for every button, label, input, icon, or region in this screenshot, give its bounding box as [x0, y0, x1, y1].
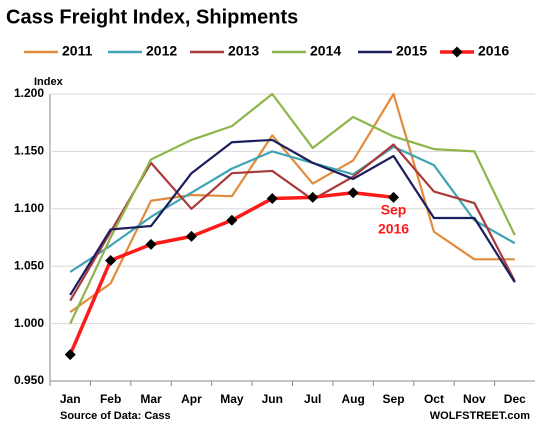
x-tick-label: Sep — [383, 392, 405, 406]
point-marker — [226, 214, 238, 226]
x-tick-label: Nov — [463, 392, 486, 406]
x-tick-label: Jan — [60, 392, 81, 406]
series-line — [69, 138, 516, 296]
annotation: Sep — [381, 202, 407, 218]
credit: WOLFSTREET.com — [430, 410, 530, 422]
series-line — [69, 92, 515, 314]
legend-label: 2011 — [62, 43, 93, 59]
y-tick-label: 1.200 — [14, 86, 44, 100]
point-marker — [307, 191, 319, 203]
point-marker — [388, 191, 400, 203]
x-tick-label: Jun — [262, 392, 283, 406]
y-tick-label: 0.950 — [14, 373, 44, 387]
legend-label: 2014 — [310, 43, 341, 59]
y-tick-label: 1.150 — [14, 144, 44, 158]
y-axis-label: Index — [34, 76, 64, 88]
x-tick-label: Jul — [304, 392, 321, 406]
legend-marker — [451, 46, 463, 58]
series-line — [69, 143, 516, 302]
point-marker — [64, 349, 76, 361]
point-marker — [266, 192, 278, 204]
point-marker — [145, 238, 157, 250]
x-tick-label: Mar — [140, 392, 162, 406]
legend-label: 2012 — [146, 43, 177, 59]
x-tick-label: Feb — [100, 392, 121, 406]
annotation: 2016 — [378, 221, 409, 237]
y-tick-label: 1.000 — [14, 316, 44, 330]
chart-title: Cass Freight Index, Shipments — [6, 6, 298, 28]
legend-label: 2015 — [396, 43, 427, 59]
series-line — [69, 145, 516, 273]
x-tick-label: Oct — [424, 392, 444, 406]
point-marker — [347, 187, 359, 199]
x-tick-label: May — [220, 392, 244, 406]
y-tick-label: 1.050 — [14, 258, 44, 272]
x-tick-label: Dec — [504, 392, 526, 406]
point-marker — [185, 230, 197, 242]
legend-label: 2016 — [478, 43, 509, 59]
legend-label: 2013 — [228, 43, 259, 59]
x-tick-label: Apr — [181, 392, 202, 406]
y-tick-label: 1.100 — [14, 201, 44, 215]
source: Source of Data: Cass — [60, 410, 171, 422]
point-marker — [105, 254, 117, 266]
x-tick-label: Aug — [341, 392, 364, 406]
series-line — [69, 92, 516, 325]
